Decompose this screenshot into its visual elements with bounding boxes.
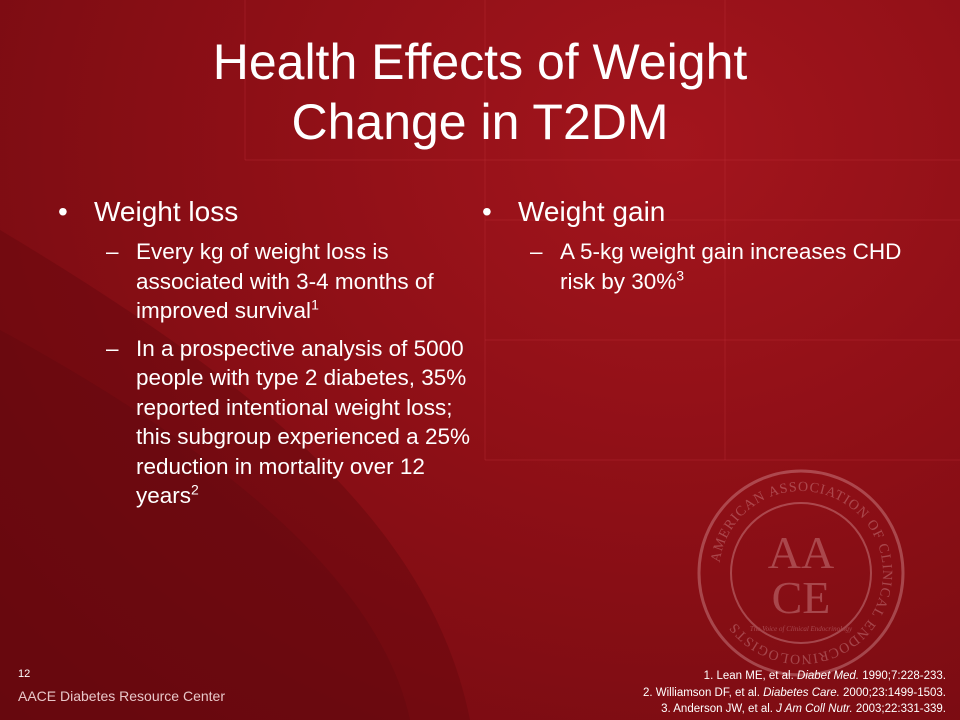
title-line-2: Change in T2DM — [291, 94, 669, 150]
left-column: • Weight loss – Every kg of weight loss … — [58, 195, 478, 511]
bullet-glyph: • — [482, 196, 492, 227]
sub-bullet-survival: – Every kg of weight loss is associated … — [58, 237, 478, 326]
svg-text:AA: AA — [768, 527, 834, 578]
sub-bullet-text: A 5-kg weight gain increases CHD risk by… — [560, 239, 902, 294]
sub-bullet-text: Every kg of weight loss is associated wi… — [136, 239, 434, 323]
slide-title: Health Effects of Weight Change in T2DM — [40, 32, 920, 152]
dash-glyph: – — [106, 239, 119, 264]
bullet-glyph: • — [58, 196, 68, 227]
aace-seal-logo: AMERICAN ASSOCIATION OF CLINICAL ENDOCRI… — [697, 469, 905, 677]
bullet-label: Weight gain — [518, 196, 666, 227]
sub-bullet-text: In a prospective analysis of 5000 people… — [136, 335, 470, 509]
title-line-1: Health Effects of Weight — [212, 34, 748, 90]
citation-marker: 2 — [191, 481, 199, 498]
reference-item: 3. Anderson JW, et al. J Am Coll Nutr. 2… — [661, 703, 946, 715]
citation-marker: 3 — [676, 267, 685, 283]
bullet-weight-gain: • Weight gain — [482, 195, 922, 229]
bullet-label: Weight loss — [94, 196, 239, 227]
bullet-weight-loss: • Weight loss — [58, 195, 478, 229]
right-column: • Weight gain – A 5-kg weight gain incre… — [482, 195, 922, 296]
citation-marker: 1 — [311, 296, 319, 313]
reference-item: 2. Williamson DF, et al. Diabetes Care. … — [642, 686, 946, 699]
slide-number: 12 — [18, 668, 31, 680]
dash-glyph: – — [530, 239, 543, 264]
reference-item: 1. Lean ME, et al. Diabet Med. 1990;7:22… — [703, 670, 946, 682]
sub-bullet-mortality: – In a prospective analysis of 5000 peop… — [58, 334, 478, 511]
sub-bullet-chd-risk: – A 5-kg weight gain increases CHD risk … — [482, 237, 922, 296]
references: 1. Lean ME, et al. Diabet Med. 1990;7:22… — [506, 668, 946, 718]
dash-glyph: – — [106, 335, 119, 361]
svg-text:The Voice of Clinical Endocrin: The Voice of Clinical Endocrinology — [750, 625, 853, 633]
footer-text: AACE Diabetes Resource Center — [18, 688, 225, 704]
svg-text:CE: CE — [772, 572, 831, 623]
